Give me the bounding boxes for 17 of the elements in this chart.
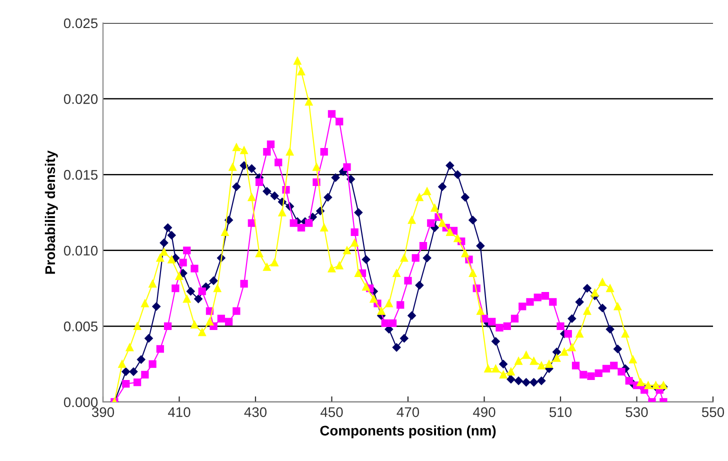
y-tick-label: 0.020 bbox=[64, 94, 98, 104]
x-tick-label: 390 bbox=[92, 407, 114, 418]
x-tick-label: 410 bbox=[168, 407, 190, 418]
y-tick-label: 0.025 bbox=[64, 18, 98, 28]
x-axis-title: Components position (nm) bbox=[320, 425, 496, 438]
x-tick-label: 430 bbox=[244, 407, 267, 418]
x-tick-label: 490 bbox=[472, 407, 496, 418]
x-tick-label: 550 bbox=[702, 407, 724, 418]
x-tick-label: 530 bbox=[626, 407, 648, 418]
x-tick-label: 470 bbox=[396, 407, 420, 418]
y-axis-title: Probability density bbox=[44, 150, 58, 274]
y-tick-label: 0.005 bbox=[64, 322, 98, 332]
y-tick-label: 0.015 bbox=[64, 170, 98, 180]
y-tick-label: 0.010 bbox=[64, 246, 98, 256]
x-tick-label: 510 bbox=[549, 407, 572, 418]
x-tick-label: 450 bbox=[320, 407, 343, 418]
y-tick-label: 0.000 bbox=[64, 397, 98, 408]
